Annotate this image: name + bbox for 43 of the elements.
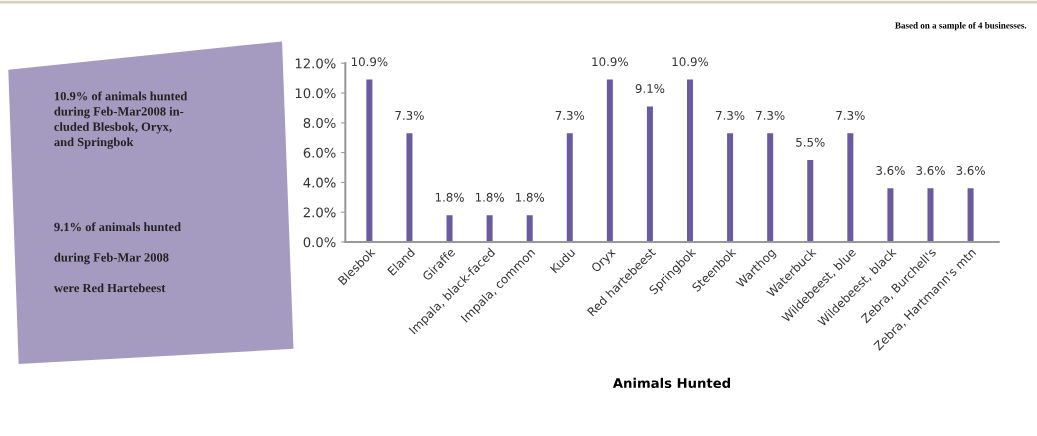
x-axis-title: Animals Hunted xyxy=(612,377,731,389)
y-tick-label: 2.0% xyxy=(303,207,336,218)
data-label: 3.6% xyxy=(916,166,945,175)
bar xyxy=(887,188,894,242)
data-label: 1.8% xyxy=(515,192,545,202)
bar xyxy=(687,79,694,242)
bar xyxy=(767,133,774,242)
data-label: 10.9% xyxy=(672,57,709,67)
data-label: 3.6% xyxy=(956,166,985,175)
data-label: 7.3% xyxy=(395,110,424,120)
data-label: 10.9% xyxy=(592,57,628,67)
bar xyxy=(727,133,734,242)
data-label: 3.6% xyxy=(876,166,905,175)
y-tick-label: 10.0% xyxy=(295,88,336,99)
bar xyxy=(967,188,974,242)
data-label: 7.3% xyxy=(756,110,785,120)
text: 10.9% of animals hunted during Feb-Mar2008 in- cluded Blesbok, Oryx, and Springbok xyxy=(54,91,188,149)
bar xyxy=(927,188,934,242)
bar xyxy=(366,79,373,242)
y-tick-label: 8.0% xyxy=(303,118,336,129)
bar xyxy=(606,79,613,242)
data-label: 1.8% xyxy=(435,192,464,202)
bar xyxy=(566,133,573,242)
bar xyxy=(486,215,493,242)
bar xyxy=(807,160,814,242)
y-tick-label: 12.0% xyxy=(295,58,336,69)
data-label: 7.3% xyxy=(555,110,585,120)
bar xyxy=(847,133,854,242)
data-label: 1.8% xyxy=(475,192,504,202)
data-label: 7.3% xyxy=(836,110,865,120)
data-label: 5.5% xyxy=(796,137,825,147)
text: 9.1% of animals hunted during Feb-Mar 2008 were Red Hartebeest xyxy=(53,222,181,293)
data-label: 7.3% xyxy=(716,110,745,120)
y-tick-label: 0.0% xyxy=(303,237,336,248)
bar xyxy=(446,215,453,242)
data-label: 10.9% xyxy=(351,57,388,67)
bar xyxy=(526,215,533,242)
bar xyxy=(646,106,653,242)
data-label: 9.1% xyxy=(635,84,665,94)
y-tick-label: 4.0% xyxy=(303,177,336,188)
text: Based on a sample of 4 businesses. xyxy=(895,22,1027,31)
y-tick-label: 6.0% xyxy=(303,147,336,158)
bar xyxy=(406,133,413,242)
